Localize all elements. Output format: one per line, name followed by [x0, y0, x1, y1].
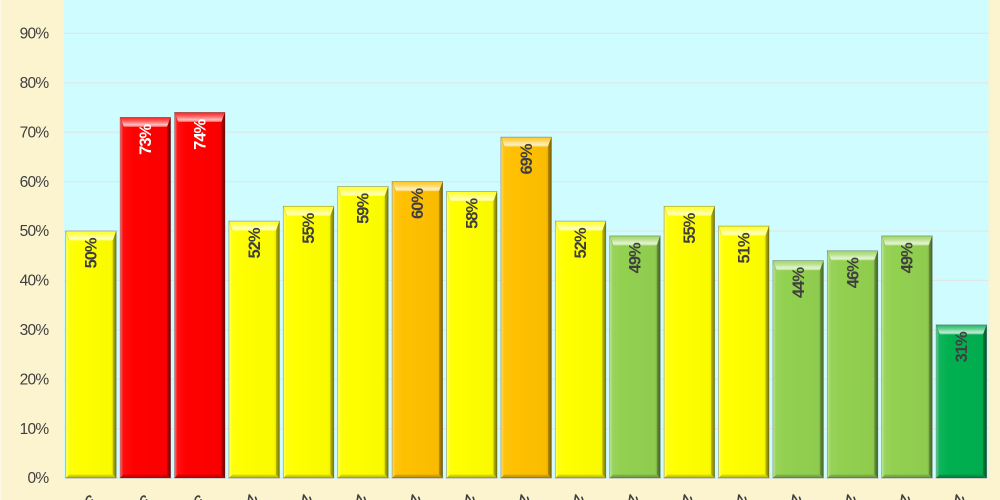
svg-text:20%: 20%	[20, 371, 50, 388]
svg-text:74%: 74%	[191, 118, 209, 149]
svg-text:49%: 49%	[899, 242, 917, 273]
svg-text:46%: 46%	[844, 257, 862, 288]
svg-text:51%: 51%	[736, 232, 754, 263]
svg-text:30%: 30%	[20, 322, 50, 339]
svg-text:58%: 58%	[463, 198, 481, 229]
svg-text:90%: 90%	[20, 26, 50, 43]
svg-text:49%: 49%	[627, 242, 645, 273]
svg-text:10%: 10%	[20, 421, 50, 438]
svg-text:59%: 59%	[355, 193, 373, 224]
svg-text:44%: 44%	[790, 267, 808, 298]
svg-text:80%: 80%	[20, 75, 50, 92]
svg-text:60%: 60%	[409, 188, 427, 219]
svg-text:0%: 0%	[27, 470, 49, 487]
svg-text:60%: 60%	[20, 174, 50, 191]
svg-text:70%: 70%	[20, 124, 50, 141]
svg-text:69%: 69%	[518, 143, 536, 174]
svg-text:73%: 73%	[137, 123, 155, 154]
svg-text:52%: 52%	[246, 227, 264, 258]
svg-text:52%: 52%	[572, 227, 590, 258]
svg-text:50%: 50%	[20, 223, 50, 240]
svg-text:40%: 40%	[20, 273, 50, 290]
svg-text:50%: 50%	[83, 237, 101, 268]
svg-text:31%: 31%	[953, 331, 971, 362]
svg-text:55%: 55%	[681, 212, 699, 243]
svg-text:55%: 55%	[300, 212, 318, 243]
